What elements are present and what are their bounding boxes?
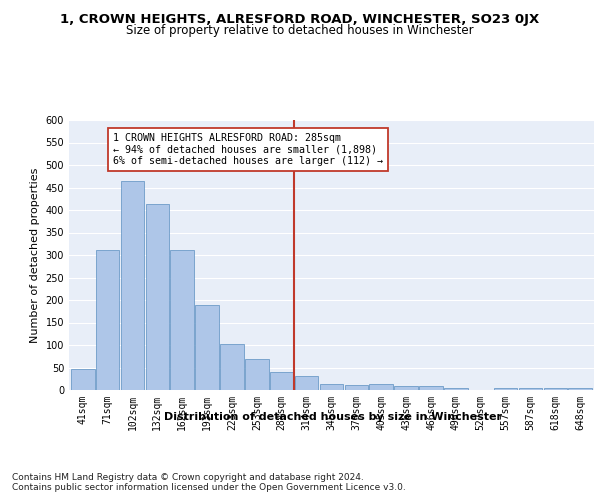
Bar bbox=[146, 204, 169, 390]
Text: 1, CROWN HEIGHTS, ALRESFORD ROAD, WINCHESTER, SO23 0JX: 1, CROWN HEIGHTS, ALRESFORD ROAD, WINCHE… bbox=[61, 12, 539, 26]
Bar bbox=[220, 344, 244, 390]
Bar bbox=[270, 372, 293, 390]
Bar bbox=[370, 384, 393, 390]
Bar bbox=[419, 386, 443, 390]
Bar bbox=[444, 388, 468, 390]
Text: Distribution of detached houses by size in Winchester: Distribution of detached houses by size … bbox=[164, 412, 502, 422]
Bar bbox=[295, 376, 319, 390]
Bar bbox=[71, 369, 95, 390]
Bar bbox=[170, 250, 194, 390]
Bar bbox=[121, 180, 144, 390]
Bar bbox=[320, 384, 343, 390]
Bar bbox=[245, 360, 269, 390]
Bar bbox=[544, 388, 567, 390]
Text: Contains public sector information licensed under the Open Government Licence v3: Contains public sector information licen… bbox=[12, 484, 406, 492]
Text: 1 CROWN HEIGHTS ALRESFORD ROAD: 285sqm
← 94% of detached houses are smaller (1,8: 1 CROWN HEIGHTS ALRESFORD ROAD: 285sqm ←… bbox=[113, 132, 383, 166]
Bar bbox=[344, 384, 368, 390]
Bar bbox=[568, 388, 592, 390]
Y-axis label: Number of detached properties: Number of detached properties bbox=[30, 168, 40, 342]
Bar bbox=[195, 306, 219, 390]
Bar bbox=[494, 388, 517, 390]
Text: Size of property relative to detached houses in Winchester: Size of property relative to detached ho… bbox=[126, 24, 474, 37]
Bar bbox=[394, 386, 418, 390]
Bar bbox=[96, 250, 119, 390]
Bar bbox=[519, 388, 542, 390]
Text: Contains HM Land Registry data © Crown copyright and database right 2024.: Contains HM Land Registry data © Crown c… bbox=[12, 472, 364, 482]
